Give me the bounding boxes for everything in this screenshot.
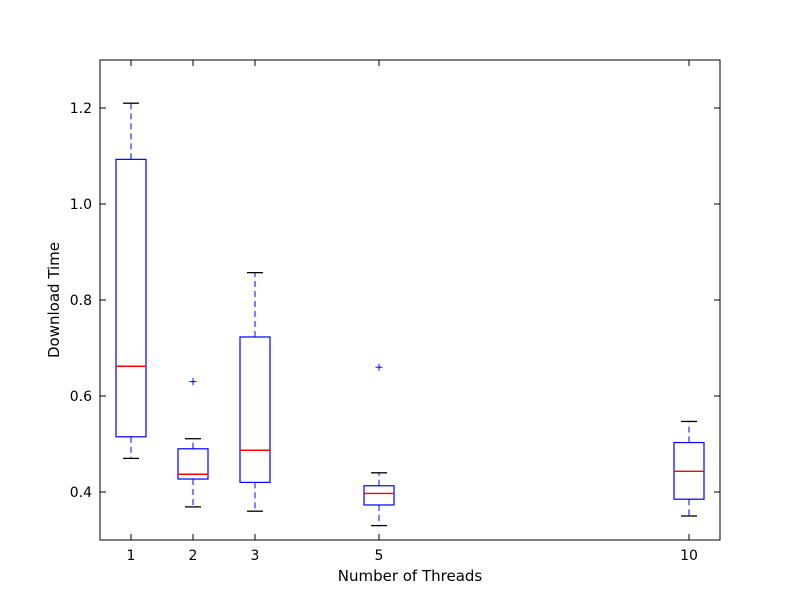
y-axis-label: Download Time [45, 242, 63, 358]
box-group [177, 378, 209, 508]
box-iqr [115, 158, 147, 438]
axis-layer: 1 2 3 5 10 0.4 0.6 0.8 1.0 1.2 [70, 60, 720, 564]
x-tick-label: 10 [680, 548, 698, 564]
box-group [239, 271, 271, 512]
y-tick-label: 0.6 [70, 389, 92, 405]
box-iqr [363, 485, 395, 506]
y-tick-label: 1.0 [70, 197, 92, 213]
outlier-marker [375, 363, 383, 371]
x-tick-label: 3 [251, 548, 260, 564]
x-tick-label: 2 [189, 548, 198, 564]
y-tick-label: 1.2 [70, 101, 92, 117]
box-iqr [239, 336, 271, 483]
box-iqr [177, 448, 209, 480]
plot-layer [115, 102, 705, 527]
y-tick-label: 0.8 [70, 293, 92, 309]
x-tick-label: 5 [375, 548, 384, 564]
x-tick-label: 1 [127, 548, 136, 564]
y-tick-label: 0.4 [70, 485, 92, 501]
box-group [115, 102, 147, 460]
box-group [673, 420, 705, 517]
box-group [363, 363, 395, 527]
x-axis-label: Number of Threads [338, 567, 483, 585]
outlier-marker [189, 378, 197, 386]
